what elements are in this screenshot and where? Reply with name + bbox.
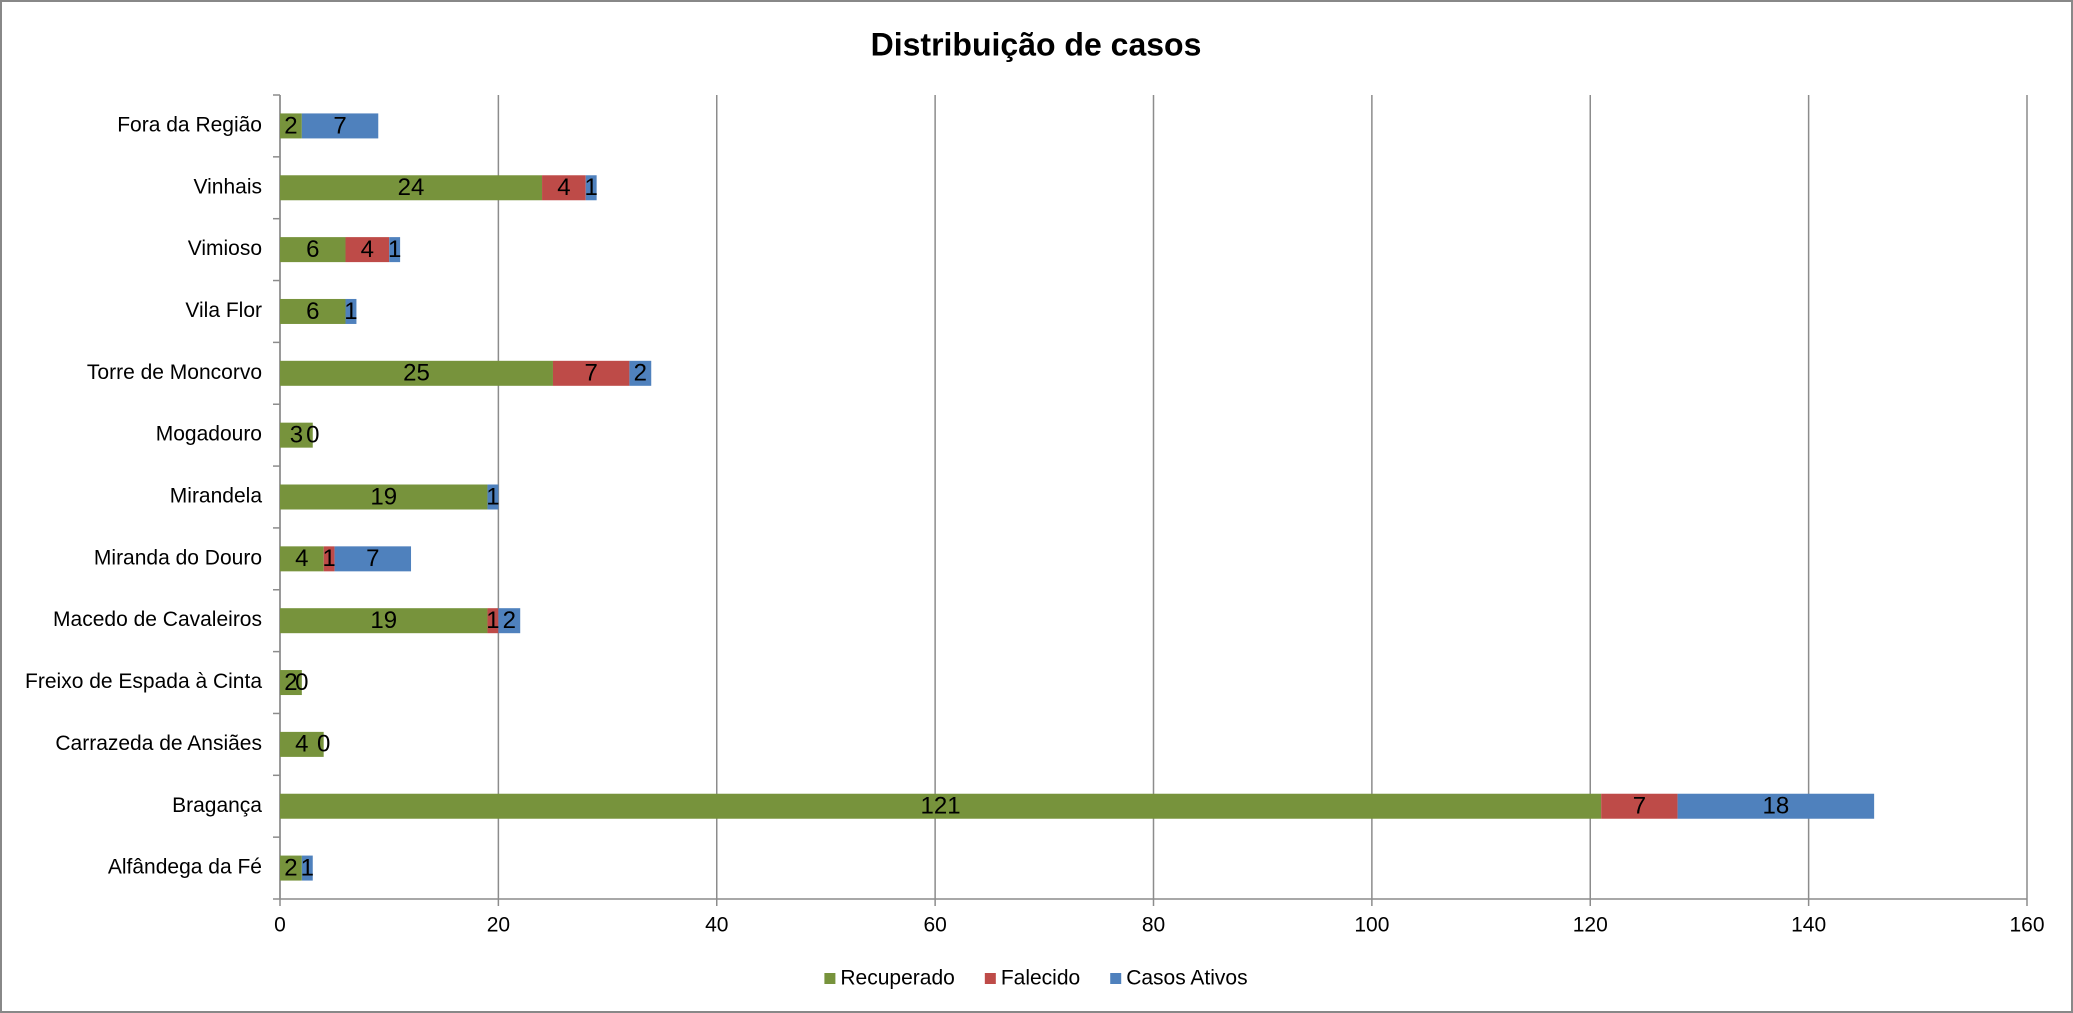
bar-segment xyxy=(542,175,586,201)
value-label: 1 xyxy=(585,174,598,201)
value-label: 2 xyxy=(284,854,297,881)
y-tick-label: Macedo de Cavaleiros xyxy=(53,608,262,631)
bar-segment xyxy=(280,608,488,634)
chart-title: Distribuição de casos xyxy=(871,26,1202,62)
bar-segment xyxy=(487,484,499,510)
legend-swatch xyxy=(1110,973,1122,984)
x-tick-label: 0 xyxy=(274,914,286,937)
value-label: 19 xyxy=(370,607,397,634)
value-label: 1 xyxy=(344,298,357,325)
y-tick-label: Mirandela xyxy=(170,485,263,508)
bar-segment xyxy=(280,422,313,448)
y-tick-label: Mogadouro xyxy=(156,423,262,446)
y-tick-label: Vimioso xyxy=(188,237,262,260)
value-label: 0 xyxy=(295,669,308,696)
value-label: 1 xyxy=(486,483,499,510)
x-tick-label: 80 xyxy=(1142,914,1165,937)
x-tick-label: 160 xyxy=(2009,914,2044,937)
bar-segment xyxy=(323,546,335,572)
bar-segment xyxy=(301,855,313,881)
value-label: 2 xyxy=(284,669,297,696)
value-label: 2 xyxy=(634,360,647,387)
y-tick-label: Bragança xyxy=(172,794,262,817)
value-label: 0 xyxy=(317,731,330,758)
bar-segment xyxy=(345,298,357,324)
y-tick-label: Vila Flor xyxy=(185,299,262,322)
y-tick-label: Fora da Região xyxy=(117,113,262,136)
y-tick-label: Vinhais xyxy=(194,175,263,198)
value-label: 7 xyxy=(585,360,598,387)
value-label: 1 xyxy=(388,236,401,263)
value-label: 25 xyxy=(403,360,430,387)
value-label: 3 xyxy=(290,421,303,448)
value-label: 4 xyxy=(295,545,308,572)
legend-swatch xyxy=(984,973,996,984)
value-label: 4 xyxy=(295,731,308,758)
y-tick-label: Alfândega da Fé xyxy=(108,856,262,879)
value-label: 7 xyxy=(333,112,346,139)
bar-segment xyxy=(301,113,379,139)
bar-segment xyxy=(280,670,302,696)
x-tick-label: 120 xyxy=(1573,914,1608,937)
value-label: 6 xyxy=(306,298,319,325)
y-tick-label: Carrazeda de Ansiães xyxy=(55,732,262,755)
x-tick-label: 40 xyxy=(705,914,728,937)
bar-segment xyxy=(487,608,499,634)
value-label: 7 xyxy=(1633,793,1646,820)
legend-label: Falecido xyxy=(1001,967,1080,990)
bar-segment xyxy=(280,113,302,139)
bar-segment xyxy=(280,484,488,510)
value-label: 4 xyxy=(361,236,374,263)
legend-label: Recuperado xyxy=(840,967,954,990)
value-label: 1 xyxy=(322,545,335,572)
bar-segment xyxy=(629,360,652,386)
bar-segment xyxy=(345,237,390,263)
legend-swatch xyxy=(824,973,836,984)
value-label: 121 xyxy=(921,793,961,820)
value-label: 1 xyxy=(301,854,314,881)
bar-segment xyxy=(1677,793,1875,819)
x-tick-label: 20 xyxy=(487,914,510,937)
bar-segment xyxy=(1601,793,1678,819)
x-tick-label: 60 xyxy=(923,914,946,937)
value-label: 2 xyxy=(503,607,516,634)
bar-segment xyxy=(585,175,597,201)
bar-segment xyxy=(498,608,521,634)
x-tick-label: 100 xyxy=(1354,914,1389,937)
bar-segment xyxy=(280,298,346,324)
value-label: 24 xyxy=(398,174,425,201)
bar-segment xyxy=(334,546,412,572)
value-label: 7 xyxy=(366,545,379,572)
y-tick-label: Torre de Moncorvo xyxy=(87,361,262,384)
x-tick-label: 140 xyxy=(1791,914,1826,937)
bar-segment xyxy=(280,855,302,881)
bar-segment xyxy=(280,237,346,263)
bar-segment xyxy=(280,731,324,757)
value-label: 4 xyxy=(557,174,570,201)
bar-segment xyxy=(389,237,401,263)
value-label: 1 xyxy=(486,607,499,634)
value-label: 6 xyxy=(306,236,319,263)
bar-segment xyxy=(552,360,630,386)
value-label: 18 xyxy=(1763,793,1790,820)
value-label: 2 xyxy=(284,112,297,139)
y-tick-label: Freixo de Espada à Cinta xyxy=(25,670,262,693)
bar-segment xyxy=(280,793,1602,819)
bar-segment xyxy=(280,546,324,572)
bar-segment xyxy=(280,360,553,386)
value-label: 0 xyxy=(306,421,319,448)
value-label: 19 xyxy=(370,483,397,510)
y-tick-label: Miranda do Douro xyxy=(94,546,262,569)
bar-segment xyxy=(280,175,543,201)
legend-label: Casos Ativos xyxy=(1126,967,1247,990)
